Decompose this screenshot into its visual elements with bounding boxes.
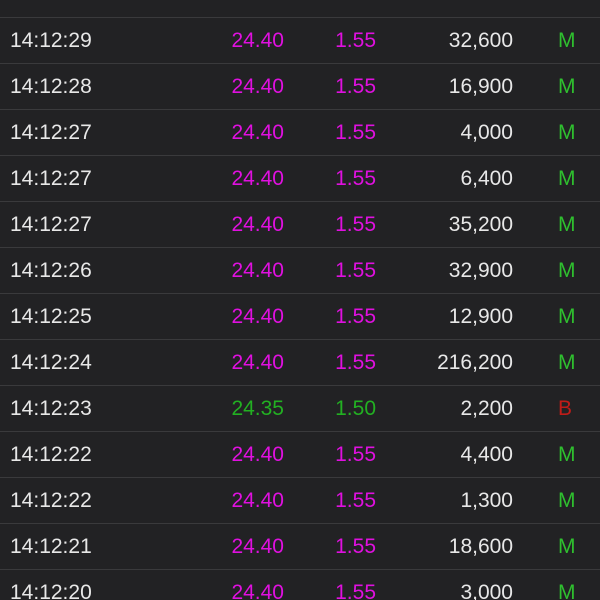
trade-time: 14:12:22 [10,489,92,512]
trade-price: 24.40 [231,351,284,374]
trade-volume: 4,000 [460,121,513,144]
trade-price: 24.40 [231,213,284,236]
trade-price: 24.40 [231,305,284,328]
trade-side: M [558,213,576,236]
trade-change: 1.55 [335,167,376,190]
trade-time: 14:12:28 [10,75,92,98]
trade-side: M [558,305,576,328]
trade-price: 24.40 [231,443,284,466]
trade-side: M [558,29,576,52]
trade-volume: 32,600 [448,29,513,52]
trade-time: 14:12:21 [10,535,92,558]
trade-volume: 216,200 [437,351,513,374]
trade-volume: 6,400 [460,167,513,190]
trade-side: M [558,351,576,374]
trade-change: 1.55 [335,259,376,282]
trade-time: 14:12:22 [10,443,92,466]
trade-time: 14:12:23 [10,397,92,420]
trade-row: 14:12:23 24.35 1.50 2,200 B [0,385,600,431]
trade-row: 14:12:24 24.40 1.55 216,200 M [0,339,600,385]
trade-change: 1.50 [335,397,376,420]
trade-time: 14:12:25 [10,305,92,328]
trade-side: M [558,489,576,512]
trade-row: 14:12:22 24.40 1.55 4,400 M [0,431,600,477]
trade-side: M [558,259,576,282]
trade-change: 1.55 [335,443,376,466]
trade-time: 14:12:29 [10,29,92,52]
trade-change: 1.55 [335,305,376,328]
trade-time: 14:12:27 [10,213,92,236]
trade-side: B [558,397,573,420]
trade-price: 24.35 [231,397,284,420]
trade-side: M [558,581,576,600]
trade-price: 24.40 [231,121,284,144]
trade-change: 1.55 [335,121,376,144]
trade-volume: 35,200 [448,213,513,236]
trade-change: 1.55 [335,29,376,52]
trade-volume: 12,900 [448,305,513,328]
trade-volume: 2,200 [460,397,513,420]
trade-row: 14:12:27 24.40 1.55 6,400 M [0,155,600,201]
trade-time: 14:12:20 [10,581,92,600]
trade-row: 14:12:26 24.40 1.55 32,900 M [0,247,600,293]
trade-volume: 1,300 [460,489,513,512]
trade-time: 14:12:27 [10,167,92,190]
trade-row: 14:12:22 24.40 1.55 1,300 M [0,477,600,523]
trade-side: M [558,535,576,558]
trade-side: M [558,167,576,190]
trade-time: 14:12:26 [10,259,92,282]
trade-change: 1.55 [335,213,376,236]
trade-price: 24.40 [231,535,284,558]
trade-volume: 32,900 [448,259,513,282]
trade-volume: 3,000 [460,581,513,600]
trade-price: 24.40 [231,259,284,282]
trade-side: M [558,75,576,98]
trade-price: 24.40 [231,29,284,52]
trade-time: 14:12:24 [10,351,92,374]
trade-row: 14:12:21 24.40 1.55 18,600 M [0,523,600,569]
trade-price: 24.40 [231,167,284,190]
trade-volume: 4,400 [460,443,513,466]
trade-price: 24.40 [231,489,284,512]
trade-time: 14:12:27 [10,121,92,144]
trade-change: 1.55 [335,489,376,512]
trade-change: 1.55 [335,581,376,600]
trade-volume: 16,900 [448,75,513,98]
trade-price: 24.40 [231,581,284,600]
trade-change: 1.55 [335,351,376,374]
trade-change: 1.55 [335,535,376,558]
trade-side: M [558,443,576,466]
partial-row [0,0,600,17]
trade-price: 24.40 [231,75,284,98]
trade-row: 14:12:27 24.40 1.55 35,200 M [0,201,600,247]
trade-row: 14:12:29 24.40 1.55 32,600 M [0,17,600,63]
trade-row: 14:12:28 24.40 1.55 16,900 M [0,63,600,109]
trade-side: M [558,121,576,144]
trade-row: 14:12:27 24.40 1.55 4,000 M [0,109,600,155]
trade-row: 14:12:25 24.40 1.55 12,900 M [0,293,600,339]
trade-row: 14:12:20 24.40 1.55 3,000 M [0,569,600,600]
trade-change: 1.55 [335,75,376,98]
trade-volume: 18,600 [448,535,513,558]
